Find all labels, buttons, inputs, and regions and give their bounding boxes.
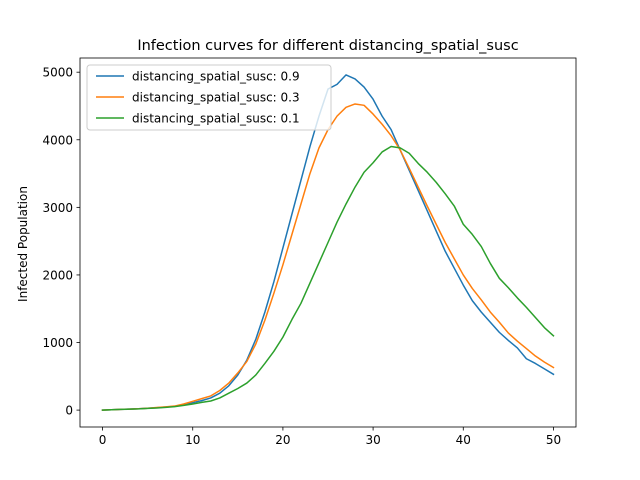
plot-frame (79, 57, 577, 428)
legend-label: distancing_spatial_susc: 0.9 (132, 70, 300, 84)
series-line-3 (101, 145, 555, 411)
legend-label: distancing_spatial_susc: 0.3 (132, 91, 300, 105)
x-tick-label: 30 (365, 433, 380, 447)
legend-label: distancing_spatial_susc: 0.1 (132, 112, 300, 126)
x-tick-label: 40 (456, 433, 471, 447)
x-tick-label: 20 (275, 433, 290, 447)
y-tick-label: 5000 (42, 66, 73, 80)
legend-box (86, 64, 332, 131)
chart-title: Infection curves for different distancin… (137, 38, 518, 54)
y-tick-label: 4000 (42, 133, 73, 147)
x-tick-label: 50 (546, 433, 561, 447)
x-tick-label: 0 (99, 433, 107, 447)
y-tick-label: 0 (65, 404, 73, 418)
legend: distancing_spatial_susc: 0.9 distancing_s… (86, 64, 332, 131)
axes-layer: 0 10 20 30 40 50 0 1000 2000 3000 4000 5000 (42, 57, 577, 447)
y-tick-label: 2000 (42, 268, 73, 282)
y-axis-label: Infected Population (16, 186, 30, 302)
x-tick-label: 10 (185, 433, 200, 447)
y-tick-label: 1000 (42, 336, 73, 350)
y-tick-label: 3000 (42, 201, 73, 215)
